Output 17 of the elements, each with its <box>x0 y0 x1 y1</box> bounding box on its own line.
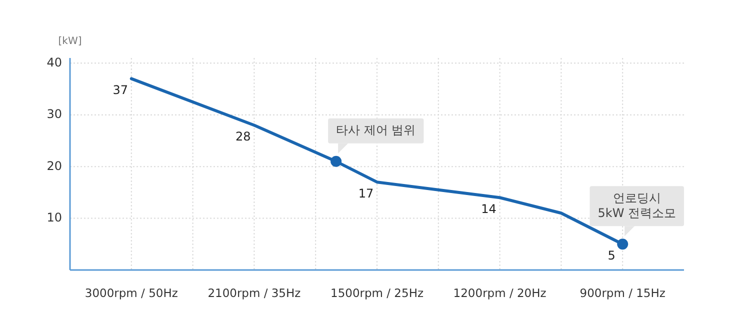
annotation: 타사 제어 범위 <box>336 123 416 138</box>
x-tick-label: 1200rpm / 20Hz <box>453 286 546 300</box>
y-tick-label: 40 <box>46 55 62 70</box>
data-label: 14 <box>481 202 496 216</box>
data-label: 5 <box>608 248 616 262</box>
data-label: 37 <box>112 82 128 97</box>
y-tick-label: 10 <box>46 210 62 225</box>
x-tick-label: 2100rpm / 35Hz <box>208 286 301 300</box>
x-tick-label: 1500rpm / 25Hz <box>330 286 424 300</box>
y-tick-label: 20 <box>46 158 62 173</box>
data-label: 28 <box>236 130 251 144</box>
annotation: 언로딩시 5kW 전력소모 <box>598 190 676 220</box>
y-axis-title: [kW] <box>58 36 82 47</box>
data-label: 17 <box>358 186 374 200</box>
x-tick-label: 3000rpm / 50Hz <box>84 286 178 300</box>
y-tick-label: 30 <box>46 107 62 122</box>
x-tick-label: 900rpm / 15Hz <box>580 286 666 300</box>
